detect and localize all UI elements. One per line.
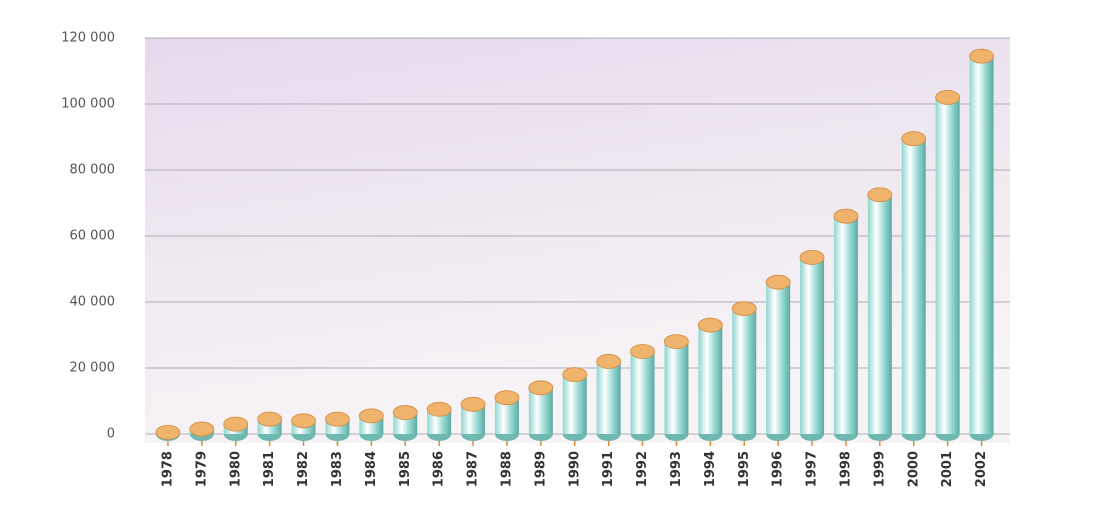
bar-cap <box>833 208 859 224</box>
bar-cap <box>392 405 418 420</box>
bar-cap <box>460 396 486 412</box>
x-tick-label: 1996 <box>771 451 786 487</box>
x-tick-label: 1991 <box>601 451 616 487</box>
bar-cap <box>223 416 249 432</box>
x-tick-label: 1989 <box>533 451 548 487</box>
bar <box>833 216 858 434</box>
bar <box>596 361 621 434</box>
x-tick-label: 1993 <box>669 451 684 487</box>
bar-cap <box>596 353 622 369</box>
x-tick-label: 1985 <box>398 451 413 487</box>
bar-cap <box>731 301 757 317</box>
x-tick-label: 1980 <box>228 451 243 487</box>
x-tick-label: 1986 <box>432 451 447 487</box>
bar <box>562 374 587 434</box>
x-tick-label: 1983 <box>330 451 345 487</box>
bar <box>732 308 757 434</box>
bar <box>935 97 960 435</box>
bar-cap <box>155 424 181 440</box>
x-tick-label: 1978 <box>160 451 175 487</box>
y-tick-label: 40 000 <box>70 295 116 310</box>
bar-cap <box>562 367 588 383</box>
x-tick-label: 1999 <box>872 451 887 487</box>
bar <box>664 341 689 434</box>
bar <box>800 257 825 434</box>
x-tick-label: 1994 <box>703 451 718 487</box>
x-tick-label: 1984 <box>364 451 379 487</box>
y-tick-label: 100 000 <box>61 97 115 112</box>
bar-cap <box>291 413 316 429</box>
x-tick-label: 1988 <box>499 451 514 487</box>
x-tick-label: 1997 <box>805 451 820 487</box>
bar-cap <box>426 401 452 417</box>
bar <box>630 351 655 434</box>
bar <box>766 282 791 434</box>
bar-cap <box>697 317 723 333</box>
x-tick-label: 1981 <box>262 451 277 487</box>
bar-cap <box>867 187 893 203</box>
x-tick-label: 1979 <box>194 451 209 487</box>
bar-cap <box>494 390 520 406</box>
bar-cap <box>189 421 215 437</box>
y-tick-label: 0 <box>107 427 115 442</box>
x-tick-label: 2001 <box>940 451 955 487</box>
bar-cap <box>257 411 283 427</box>
bar <box>867 194 892 434</box>
y-tick-label: 60 000 <box>70 229 116 244</box>
bar-cap <box>358 408 384 424</box>
x-tick-label: 1995 <box>737 451 752 487</box>
bar-cap <box>935 90 961 105</box>
bar-cap <box>325 411 350 427</box>
y-tick-label: 80 000 <box>70 163 116 178</box>
y-tick-label: 20 000 <box>70 361 116 376</box>
bar-cap <box>901 131 927 147</box>
bar-cap <box>765 274 791 290</box>
bar <box>528 387 553 434</box>
x-tick-label: 2002 <box>974 451 989 487</box>
x-tick-label: 1982 <box>296 451 311 487</box>
bar <box>698 325 723 434</box>
x-tick-label: 2000 <box>906 451 921 487</box>
bar-cap <box>969 48 994 64</box>
y-tick-label: 120 000 <box>61 31 115 46</box>
bar-cap <box>664 334 689 350</box>
bar-cap <box>528 380 554 396</box>
bar-cap <box>799 250 825 265</box>
bar <box>969 56 994 435</box>
x-tick-label: 1992 <box>635 451 650 487</box>
x-tick-label: 1987 <box>466 451 481 487</box>
bar <box>901 138 926 434</box>
bar-cap <box>630 344 655 359</box>
x-tick-label: 1990 <box>567 451 582 487</box>
x-tick-label: 1998 <box>838 451 853 487</box>
